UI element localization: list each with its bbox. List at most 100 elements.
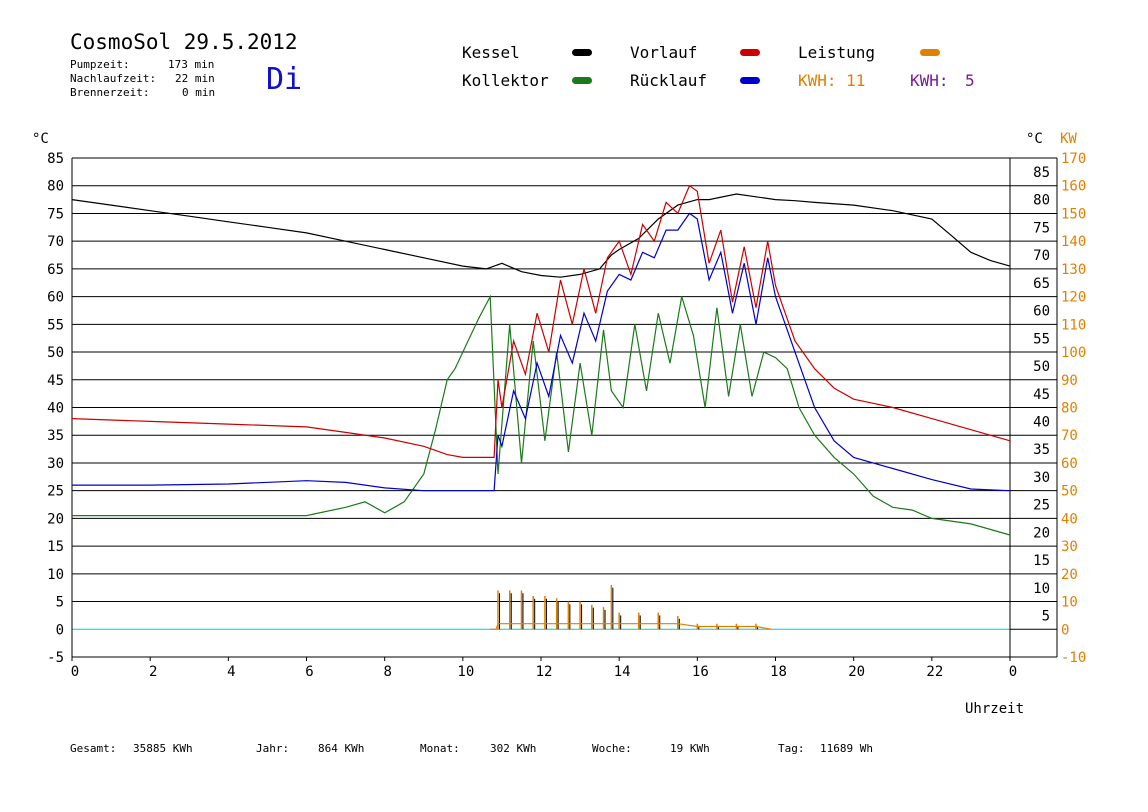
legend-leistung-swatch	[920, 49, 940, 56]
y-tick-label-left: 70	[47, 234, 64, 250]
series-line-vorlauf	[71, 184, 1011, 458]
y-axis-left-unit: °C	[32, 131, 49, 147]
legend-kwh-orange: KWH: 11	[798, 71, 866, 90]
y-tick-label-left: 35	[47, 428, 64, 444]
y-tick-label-left: 40	[47, 401, 64, 417]
y-tick-label-left: 50	[47, 345, 64, 361]
legend-leistung-label: Leistung	[798, 43, 876, 62]
x-tick-label: 8	[383, 664, 391, 680]
y-tick-label-right-c: 15	[1033, 553, 1050, 569]
x-tick-label: 18	[770, 664, 787, 680]
footer-monat-label: Monat:	[420, 742, 460, 755]
y-tick-label-left: 75	[47, 206, 64, 222]
y-tick-label-right-kw: 140	[1061, 234, 1086, 250]
y-tick-label-left: 60	[47, 290, 64, 306]
y-tick-label-right-kw: -10	[1061, 650, 1086, 666]
y-tick-label-right-kw: 20	[1061, 567, 1078, 583]
y-tick-label-right-kw: 120	[1061, 290, 1086, 306]
brenner-label: Brennerzeit:	[70, 86, 150, 99]
legend-kollektor-swatch	[572, 77, 592, 84]
y-tick-label-right-kw: 60	[1061, 456, 1078, 472]
y-tick-label-left: 45	[47, 373, 64, 389]
footer-monat-value: 302 KWh	[490, 742, 537, 755]
footer-woche-value: 19 KWh	[670, 742, 710, 755]
nachlauf-value: 22 min	[175, 72, 215, 85]
footer-tag-label: Tag:	[778, 742, 805, 755]
y-tick-label-left: 5	[56, 595, 64, 611]
y-tick-label-right-kw: 10	[1061, 595, 1078, 611]
y-tick-label-left: 0	[56, 622, 64, 638]
y-tick-label-right-c: 70	[1033, 248, 1050, 264]
y-tick-label-right-c: 35	[1033, 442, 1050, 458]
pump-value: 173 min	[168, 58, 215, 71]
x-tick-label: 0	[1009, 664, 1017, 680]
x-tick-label: 0	[71, 664, 79, 680]
y-tick-label-left: 55	[47, 317, 64, 333]
y-tick-label-left: -5	[47, 650, 64, 666]
chart-title: CosmoSol 29.5.2012	[70, 30, 298, 54]
y-axis-right-unit-c: °C	[1026, 131, 1043, 147]
y-tick-label-right-c: 5	[1042, 609, 1050, 625]
legend-ruecklauf-swatch	[740, 77, 760, 84]
y-tick-label-right-c: 25	[1033, 498, 1050, 514]
y-tick-label-right-c: 75	[1033, 220, 1050, 236]
pump-label: Pumpzeit:	[70, 58, 130, 71]
x-tick-label: 16	[692, 664, 709, 680]
power-bars	[490, 584, 772, 630]
y-tick-label-right-kw: 50	[1061, 484, 1078, 500]
y-tick-label-right-c: 80	[1033, 193, 1050, 209]
y-tick-label-left: 80	[47, 179, 64, 195]
y-tick-label-left: 20	[47, 511, 64, 527]
data-series	[71, 184, 1011, 536]
footer-woche-label: Woche:	[592, 742, 632, 755]
series-line-kollektor	[72, 294, 1011, 536]
legend-kwh-purple-value: 5	[965, 71, 975, 90]
x-tick-label: 6	[305, 664, 313, 680]
legend-kollektor-label: Kollektor	[462, 71, 549, 90]
y-tick-label-right-c: 40	[1033, 415, 1050, 431]
legend-vorlauf-label: Vorlauf	[630, 43, 698, 62]
y-tick-label-right-kw: 110	[1061, 317, 1086, 333]
y-tick-label-right-kw: 70	[1061, 428, 1078, 444]
x-tick-label: 10	[457, 664, 474, 680]
y-tick-label-left: 85	[47, 151, 64, 167]
y-tick-label-right-kw: 90	[1061, 373, 1078, 389]
x-tick-label: 4	[227, 664, 235, 680]
y-tick-label-left: 25	[47, 484, 64, 500]
y-tick-label-right-kw: 0	[1061, 622, 1069, 638]
legend-kessel-swatch	[572, 49, 592, 56]
y-tick-label-right-kw: 130	[1061, 262, 1086, 278]
y-tick-label-right-kw: 100	[1061, 345, 1086, 361]
x-tick-label: 12	[536, 664, 553, 680]
footer-gesamt-label: Gesamt:	[70, 742, 117, 755]
footer-jahr-label: Jahr:	[256, 742, 290, 755]
x-tick-label: 14	[614, 664, 631, 680]
y-tick-label-right-kw: 30	[1061, 539, 1078, 555]
y-tick-label-left: 65	[47, 262, 64, 278]
y-tick-label-right-c: 10	[1033, 581, 1050, 597]
footer-tag-value: 11689 Wh	[820, 742, 873, 755]
y-tick-label-left: 15	[47, 539, 64, 555]
y-axis-right-unit-kw: KW	[1060, 131, 1077, 147]
y-tick-label-left: 30	[47, 456, 64, 472]
footer-gesamt-value: 35885 KWh	[133, 742, 193, 755]
series-line-rücklauf	[72, 212, 1011, 492]
x-tick-label: 20	[848, 664, 865, 680]
y-tick-label-right-c: 65	[1033, 276, 1050, 292]
y-tick-label-right-c: 45	[1033, 387, 1050, 403]
y-tick-label-right-c: 85	[1033, 165, 1050, 181]
nachlauf-label: Nachlaufzeit:	[70, 72, 157, 85]
x-tick-label: 2	[149, 664, 157, 680]
y-tick-label-right-kw: 80	[1061, 401, 1078, 417]
y-tick-label-right-c: 30	[1033, 470, 1050, 486]
legend-vorlauf-swatch	[740, 49, 760, 56]
legend-kessel-label: Kessel	[462, 43, 520, 62]
y-tick-label-right-c: 50	[1033, 359, 1050, 375]
y-tick-label-right-c: 60	[1033, 304, 1050, 320]
y-tick-label-right-kw: 40	[1061, 511, 1078, 527]
x-tick-label: 22	[926, 664, 943, 680]
grid-lines	[71, 157, 1058, 661]
weekday-label: Di	[266, 62, 303, 97]
x-axis-label: Uhrzeit	[965, 701, 1025, 717]
